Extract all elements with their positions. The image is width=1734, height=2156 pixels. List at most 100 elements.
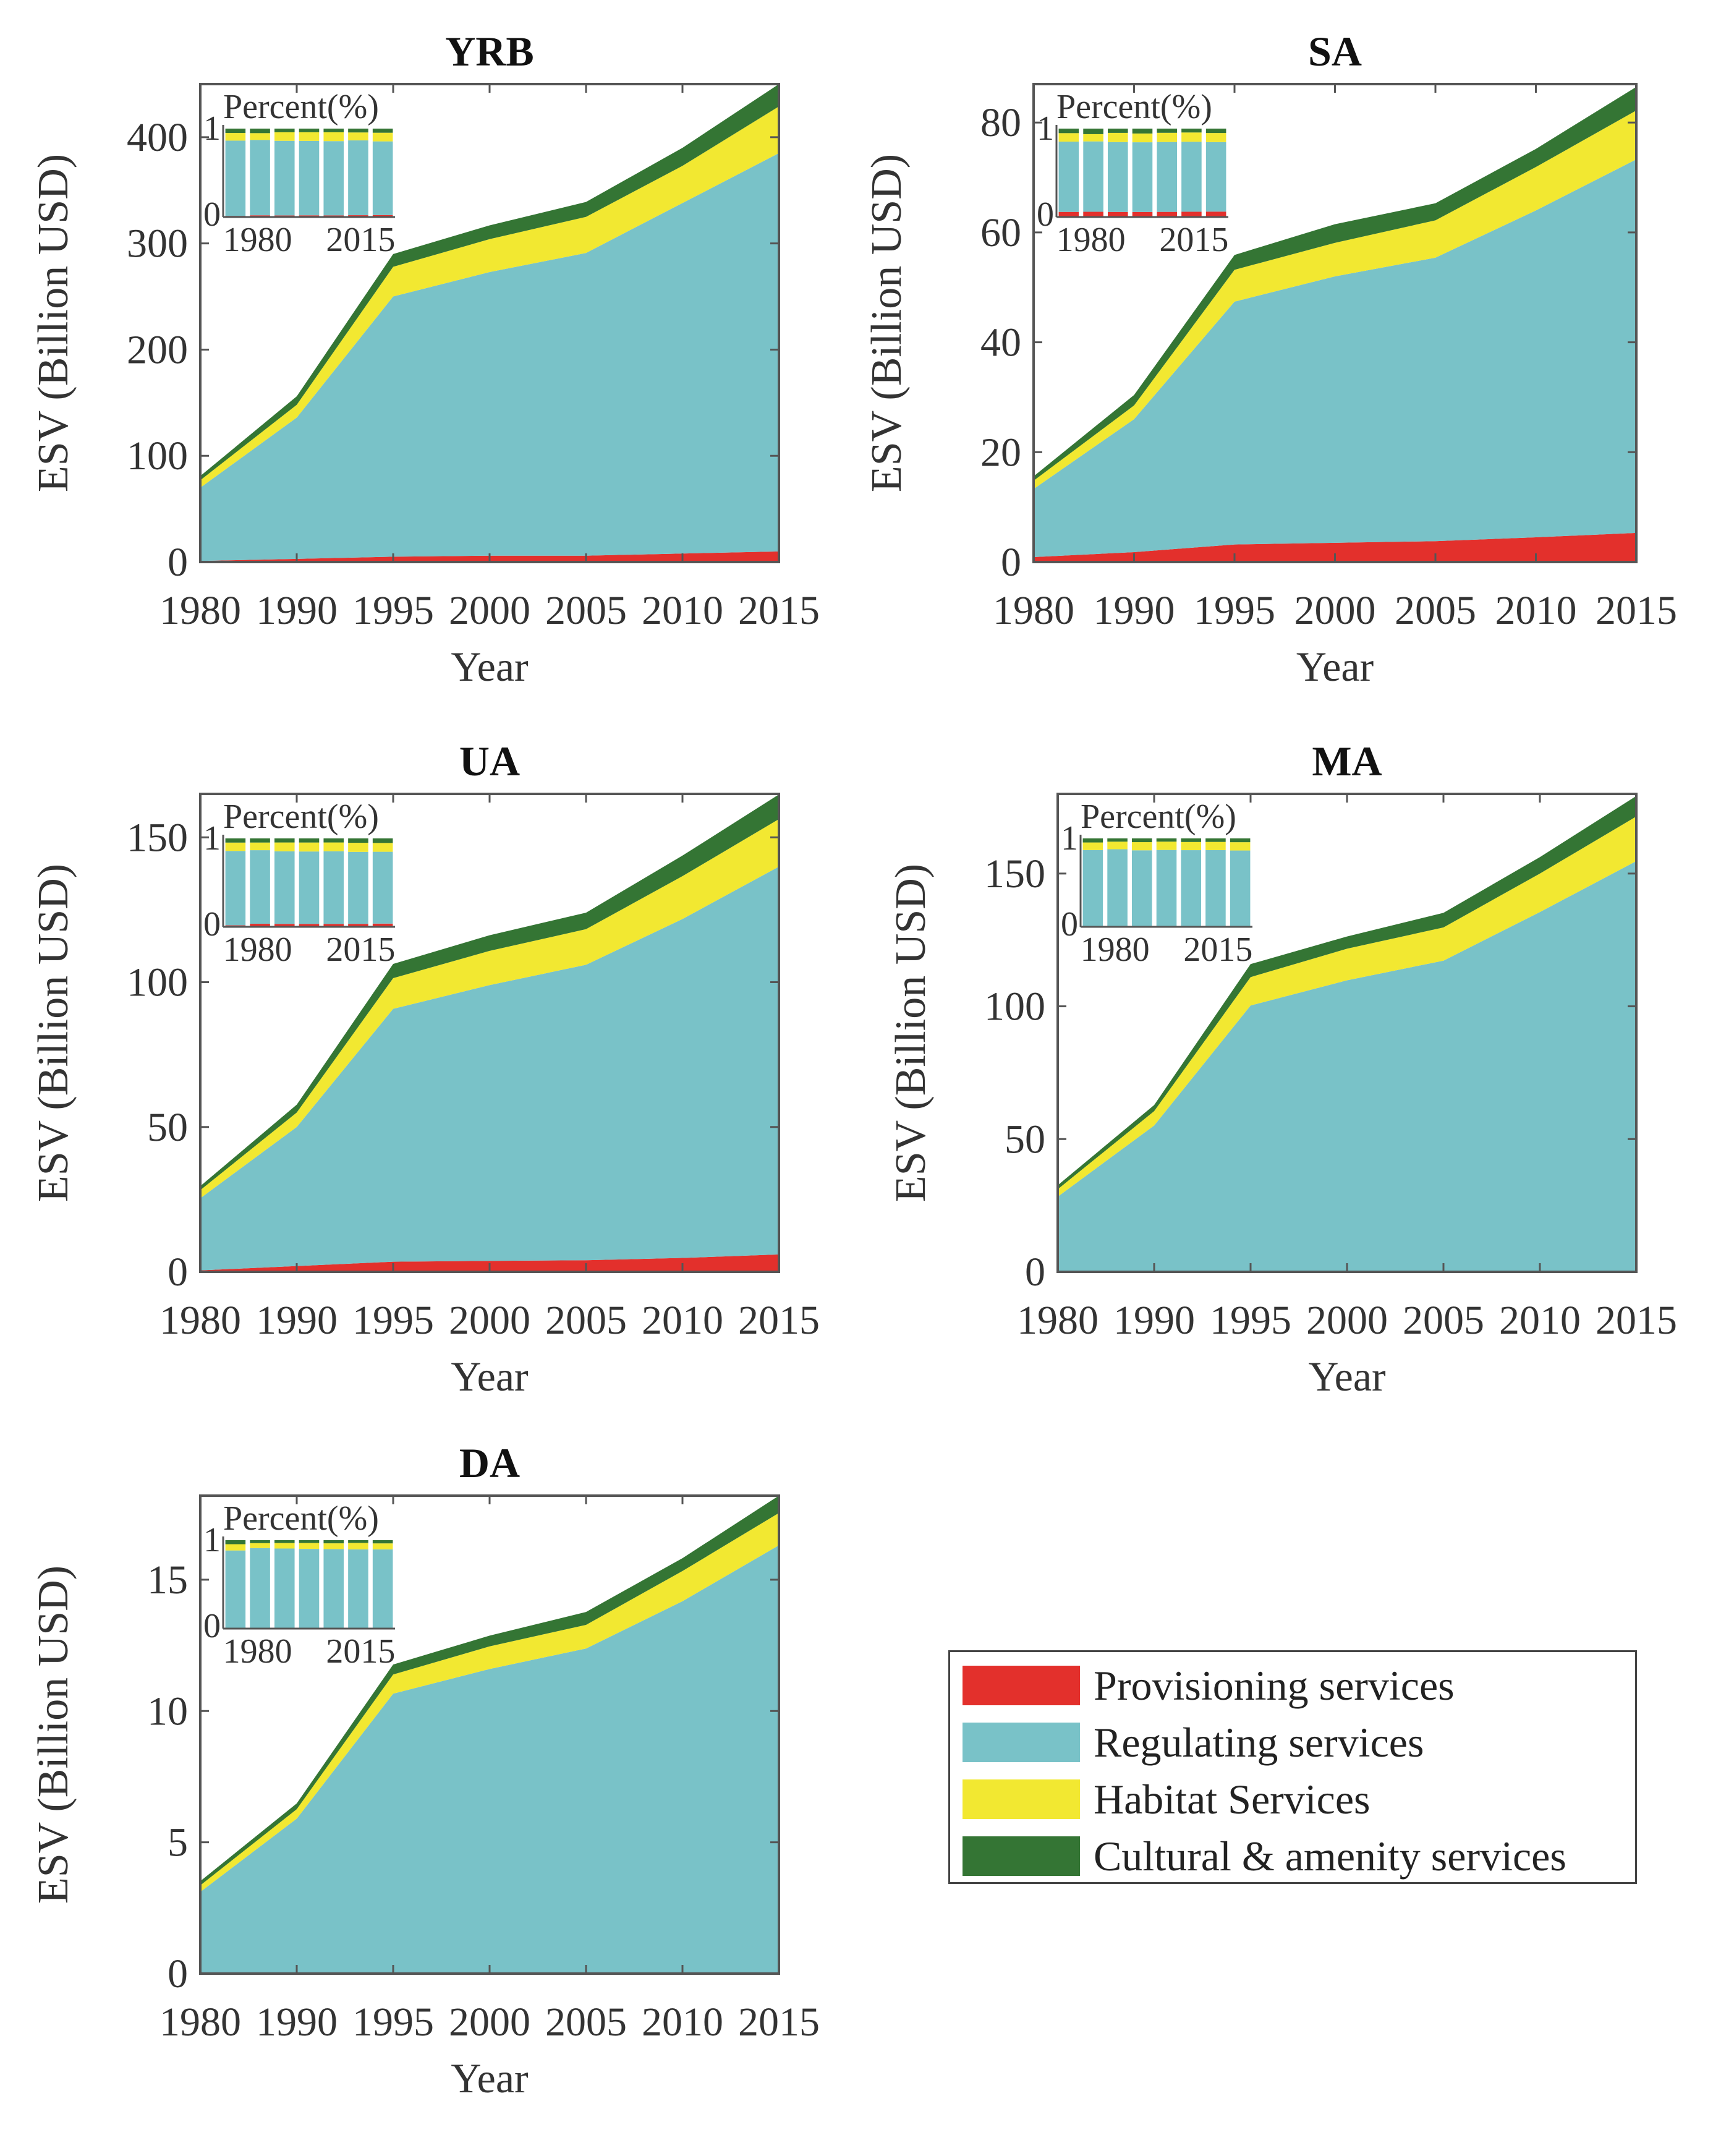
legend-item-habitat: Habitat Services [963,1775,1371,1824]
inset-title: Percent(%) [1056,88,1212,126]
inset-y-tick-label: 1 [203,819,221,858]
inset-bar-cultural [274,838,295,843]
area-regulating [200,866,779,1271]
inset-title: Percent(%) [223,798,379,836]
x-axis-label: Year [1296,643,1374,690]
inset-y-tick-label: 1 [203,109,221,148]
area-regulating [1034,159,1636,558]
inset-percent-chart: Percent(%) 0 1 1980 2015 [203,798,395,969]
x-tick-label: 2010 [642,2000,723,2045]
inset-bar-habitat [372,132,393,142]
inset-bar-regulating [1181,142,1202,212]
inset-x-tick-label: 1980 [223,221,292,259]
x-tick-label: 1990 [1113,1298,1195,1343]
legend-label: Cultural & amenity services [1094,1832,1566,1880]
inset-bar-cultural [1082,838,1103,843]
legend-swatch-habitat [963,1779,1080,1819]
area-habitat [200,1513,779,1892]
inset-title: Percent(%) [1081,798,1236,836]
y-tick-label: 150 [127,815,188,860]
y-tick-label: 0 [1001,540,1021,585]
x-tick-label: 1995 [352,588,434,633]
y-axis-label: ESV (Billion USD) [30,864,77,1202]
inset-bar-habitat [274,1543,295,1549]
inset-bar-cultural [323,1540,344,1544]
y-axis-label: ESV (Billion USD) [863,154,911,492]
inset-bar-habitat [274,842,295,851]
inset-bar-regulating [1230,850,1251,927]
x-tick-label: 2015 [738,1298,820,1343]
area-habitat [1034,110,1636,489]
inset-bar-regulating [1157,142,1177,212]
x-tick-label: 2015 [738,2000,820,2045]
chart-yrb: 0 100 200 300 400 1980 1990 1995 2000 2005 2010 201… [30,28,820,690]
inset-bar-regulating [348,851,368,924]
x-axis-label: Year [1308,1353,1386,1400]
inset-bar-regulating [1156,850,1177,927]
inset-bar-regulating [1082,850,1103,927]
legend-label: Provisioning services [1094,1661,1455,1709]
inset-x-tick-label: 1980 [223,931,292,969]
inset-bar-cultural [1181,838,1201,842]
inset-bar-cultural [1132,129,1153,134]
inset-bar-habitat [323,132,344,142]
inset-bar-cultural [1083,129,1103,134]
inset-bar-habitat [1083,134,1103,142]
y-tick-label: 100 [127,433,188,479]
y-tick-label: 100 [127,960,188,1005]
inset-bar-cultural [1157,129,1177,133]
y-tick-label: 200 [127,327,188,372]
legend-item-cultural: Cultural & amenity services [963,1831,1566,1881]
inset-bar-habitat [323,842,344,851]
y-tick-label: 15 [147,1557,188,1603]
inset-bar-regulating [372,1549,393,1629]
inset-bar-provisioning [1083,211,1103,217]
x-tick-label: 2005 [1395,588,1476,633]
x-axis-label: Year [451,1353,529,1400]
inset-percent-chart: Percent(%) 0 1 1980 2015 [1061,798,1252,969]
inset-y-tick-label: 0 [203,905,221,944]
inset-bar-provisioning [1205,211,1226,217]
inset-bar-regulating [250,1548,270,1629]
inset-bar-provisioning [1058,211,1079,217]
x-tick-label: 1980 [159,1298,241,1343]
x-tick-label: 1995 [352,1298,434,1343]
y-tick-label: 60 [980,210,1021,255]
y-tick-label: 5 [168,1820,188,1865]
inset-bar-regulating [299,140,320,216]
legend: Provisioning services Regulating service… [948,1650,1637,1884]
area-cultural [1058,796,1636,1190]
inset-bar-regulating [1205,142,1226,212]
inset-bar-regulating [323,141,344,216]
inset-bar-cultural [1132,838,1152,843]
x-tick-label: 1980 [1017,1298,1099,1343]
inset-bar-cultural [372,1540,393,1544]
legend-swatch-regulating [963,1723,1080,1762]
inset-bar-provisioning [1181,211,1202,217]
inset-bar-cultural [225,129,246,134]
legend-label: Regulating services [1094,1718,1424,1766]
chart-ua: 0 50 100 150 1980 1990 1995 2000 2005 2010 2015 UA Y… [30,738,820,1400]
inset-x-tick-label: 2015 [1183,931,1252,969]
inset-bar-regulating [348,140,368,216]
inset-bar-cultural [299,129,320,132]
inset-y-tick-label: 0 [1037,195,1054,234]
chart-title: SA [1308,28,1362,75]
inset-bar-cultural [250,1540,270,1543]
inset-bar-habitat [1230,842,1251,851]
inset-bar-cultural [348,129,368,133]
x-tick-label: 1990 [256,2000,338,2045]
area-habitat [200,819,779,1199]
inset-bar-regulating [323,1549,344,1629]
inset-bar-habitat [1132,842,1152,851]
area-regulating [200,1545,779,1974]
inset-bar-cultural [1230,838,1251,843]
inset-bar-provisioning [1157,211,1177,217]
x-tick-label: 1980 [993,588,1074,633]
inset-bar-habitat [1181,842,1201,851]
legend-label: Habitat Services [1094,1775,1371,1823]
x-tick-label: 2010 [1495,588,1577,633]
x-tick-label: 2000 [1294,588,1376,633]
x-tick-label: 1990 [256,588,338,633]
